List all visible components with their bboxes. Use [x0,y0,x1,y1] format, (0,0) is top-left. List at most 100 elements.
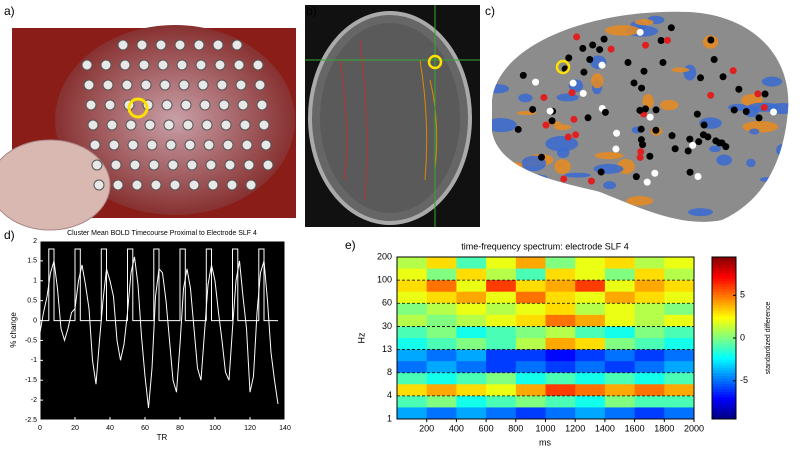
electrode [91,159,103,171]
patch [591,73,604,89]
heat-cell [575,384,606,397]
heat-cell [575,361,606,374]
electrode [87,119,99,131]
heat-cell [456,372,487,385]
electrode [546,107,554,115]
colorbar-step [712,316,736,320]
electrode [233,59,245,71]
electrode [596,46,604,54]
electrode [245,179,257,191]
heat-cell [604,384,636,397]
patch [510,36,530,52]
electrodes [514,24,777,186]
electrode [624,59,632,67]
electrode [651,169,659,177]
electrode [586,56,594,64]
electrode [237,99,249,111]
x-tick-label: 1600 [625,423,645,433]
heat-cell [426,372,457,385]
colorbar-step [712,386,736,390]
colorbar-step [712,257,736,261]
heat-cell [486,280,517,293]
overlay [339,39,368,201]
electrode [693,110,701,118]
colorbar-step [712,405,736,409]
electrode [569,79,577,87]
heat-cell [426,291,457,304]
patch [683,64,697,81]
colorbar-step [712,324,736,328]
mri-panel [305,5,480,227]
electrode [630,79,638,87]
heat-cell [575,395,606,408]
electrode [529,105,537,113]
patch [634,19,654,26]
electrode [754,90,762,98]
colorbar-step [712,327,736,331]
heat-cell [426,314,457,327]
colorbar-step [712,367,736,371]
heat-cell [397,314,428,327]
heat-cell [486,303,517,316]
colorbar-step [712,297,736,301]
heat-cell [456,303,487,316]
heat-cell [604,280,636,293]
heat-cell [634,257,665,270]
heat-cell [515,326,546,339]
heat-cell [604,314,636,327]
colorbar-step [712,302,736,307]
x-tick-label: 1000 [535,423,555,433]
heat-cell [604,268,636,281]
heat-cell [664,349,695,362]
heat-cell [604,291,636,304]
heat-cell [575,326,606,339]
colorbar-step [712,410,736,415]
y-tick-label: 8 [387,367,392,377]
heat-cell [397,407,428,420]
y-tick-label: 13 [382,344,392,354]
heat-cell [604,338,636,351]
electrode [224,159,236,171]
x-tick-label: 80 [176,425,184,432]
electrode [195,59,207,71]
plot-bg [40,241,285,420]
patch [716,154,733,166]
electrode [760,103,768,111]
heat-cell [545,361,576,374]
electrode [643,178,651,186]
heat-cell [604,349,636,362]
electrode [642,105,650,113]
highlight-ring [555,59,571,75]
heat-cell [664,280,695,293]
heat-cell [664,384,695,397]
colorbar-step [712,278,736,282]
heat-cell [426,268,457,281]
heat-cell [515,361,546,374]
heat-cell [486,349,517,362]
heat-cell [575,407,606,420]
activation [492,12,789,217]
y-tick-label: 60 [382,298,392,308]
heat-cell [634,361,665,374]
y-tick-label: 0 [33,317,37,324]
colorbar-step [712,343,736,347]
y-tick-label: 4 [387,390,392,400]
patch [746,158,756,168]
electrode [707,36,715,44]
heat-cell [515,291,546,304]
electrode [235,79,247,91]
patch [553,124,572,131]
electrode [729,67,737,75]
electrode [697,74,705,82]
heat-cell [456,291,487,304]
colorbar-step [712,354,736,358]
patch [603,181,617,190]
y-tick-label: 1 [33,278,37,285]
patch [492,84,510,94]
colorbar-step [712,294,736,298]
heat-cell [426,303,457,316]
colorbar-step [712,370,736,374]
patch [626,196,654,206]
heat-cell [575,314,606,327]
panel-label: c) [485,4,495,18]
